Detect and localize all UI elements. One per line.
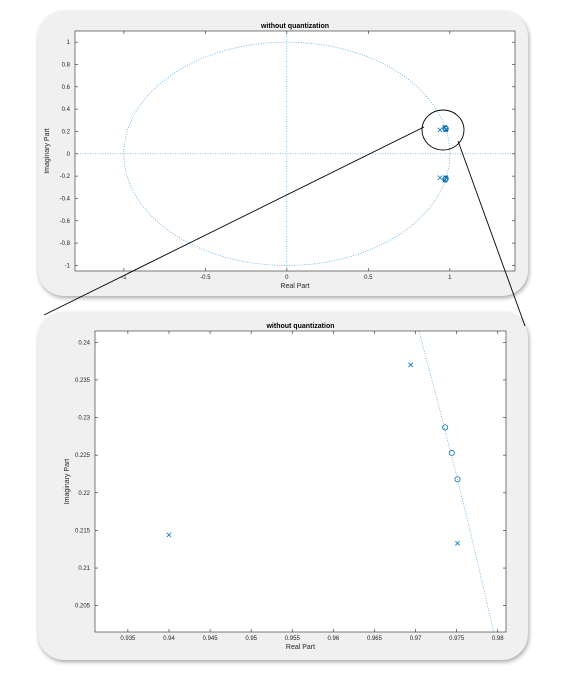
y-tick-label: 0.215 <box>75 528 91 534</box>
y-tick-label: 0.21 <box>78 566 90 572</box>
x-tick-label: 0.97 <box>410 636 422 642</box>
plot-area <box>95 331 506 632</box>
x-tick-label: 0.94 <box>163 636 175 642</box>
y-tick-label: 1 <box>67 40 71 46</box>
x-tick-label: -0.5 <box>200 275 211 281</box>
y-tick-label: 0.4 <box>62 107 71 113</box>
y-tick-label: 0.225 <box>75 453 91 459</box>
chart-title: without quantization <box>260 23 329 30</box>
top-chart: -1 -0.5 0 0.5 1-1-0.8-0.6-0.4-0.200.20.40.60… <box>44 23 515 290</box>
x-tick-label: 0.95 <box>245 636 257 642</box>
x-tick-label: 1 <box>448 275 452 281</box>
x-tick-label: 0.98 <box>492 636 504 642</box>
y-tick-label: 0.235 <box>75 378 91 384</box>
y-axis-label: Imaginary Part <box>64 459 71 505</box>
y-tick-label: 0.22 <box>78 491 90 497</box>
x-axis-label: Real Part <box>280 283 309 290</box>
y-tick-label: -0.6 <box>60 219 71 225</box>
y-tick-label: 0.8 <box>62 62 71 68</box>
x-tick-label: 0.96 <box>328 636 340 642</box>
y-tick-label: 0 <box>67 152 71 158</box>
x-axis-label: Real Part <box>286 644 315 651</box>
y-tick-label: 0.205 <box>75 604 91 610</box>
y-tick-label: -0.4 <box>60 196 71 202</box>
y-axis-label: Imaginary Part <box>44 128 51 174</box>
x-tick-label: 0.5 <box>364 275 373 281</box>
x-tick-label: 0.965 <box>367 636 383 642</box>
x-tick-label: 0.945 <box>203 636 219 642</box>
y-tick-label: 0.24 <box>78 340 90 346</box>
y-tick-label: -0.2 <box>60 174 71 180</box>
x-tick-label: 0.935 <box>120 636 136 642</box>
y-tick-label: -0.8 <box>60 241 71 247</box>
y-tick-label: 0.6 <box>62 85 71 91</box>
x-tick-label: 0.975 <box>449 636 465 642</box>
plot-area <box>75 31 515 271</box>
x-tick-label: 0.955 <box>285 636 301 642</box>
y-tick-label: -1 <box>65 263 71 269</box>
chart-title: without quantization <box>265 323 334 330</box>
x-tick-label: 0 <box>285 275 289 281</box>
y-tick-label: 0.2 <box>62 129 71 135</box>
y-tick-label: 0.23 <box>78 416 90 422</box>
